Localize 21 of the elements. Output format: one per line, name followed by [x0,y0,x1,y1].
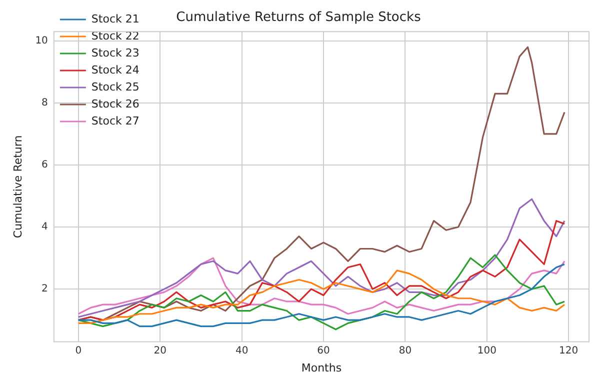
x-tick-label: 0 [75,345,82,356]
legend-label: Stock 23 [91,46,140,60]
y-tick-label: 2 [42,284,48,295]
legend-label: Stock 25 [91,80,140,94]
y-tick-label: 4 [42,222,48,233]
legend-label: Stock 21 [91,12,140,26]
x-tick-label: 100 [477,345,496,356]
x-tick-label: 20 [154,345,166,356]
y-tick-label: 8 [42,98,48,109]
x-tick-label: 120 [559,345,578,356]
legend-label: Stock 27 [91,114,140,128]
x-axis-title: Months [301,361,342,374]
x-tick-label: 40 [235,345,248,356]
chart-title: Cumulative Returns of Sample Stocks [176,10,422,26]
legend-label: Stock 26 [91,97,140,110]
y-tick-label: 10 [35,36,48,46]
y-axis-title: Cumulative Return [11,135,24,238]
x-tick-label: 80 [398,345,412,356]
x-tick-label: 60 [317,345,330,356]
legend-label: Stock 24 [91,63,140,76]
y-tick-label: 6 [42,160,48,171]
